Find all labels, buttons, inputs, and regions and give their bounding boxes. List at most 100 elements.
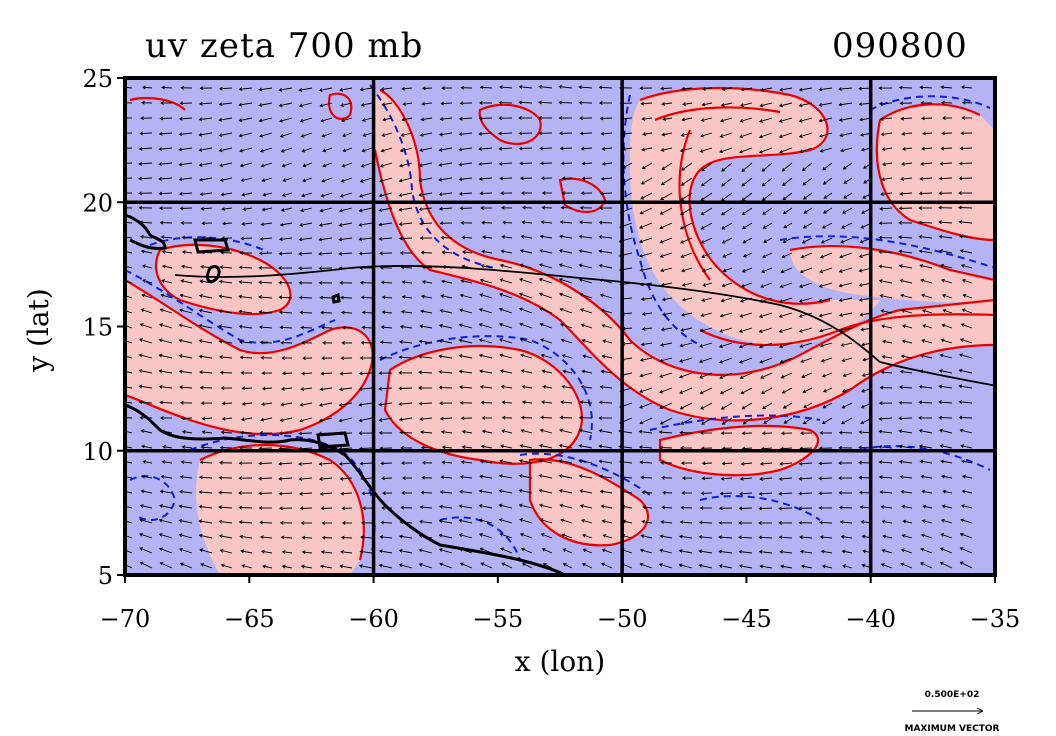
wind-vector-arrow [499, 86, 513, 89]
wind-vector-arrow [321, 372, 333, 375]
wind-vector-arrow [381, 326, 393, 329]
wind-vector-arrow [780, 282, 793, 288]
wind-vector-head [558, 459, 563, 463]
wind-vector-head [718, 344, 723, 349]
wind-vector-arrow [700, 327, 713, 332]
wind-vector-head [741, 211, 746, 216]
wind-vector-head [378, 193, 383, 198]
wind-vector-head [278, 491, 283, 496]
wind-vector-head [699, 149, 704, 153]
wind-vector-head [701, 421, 705, 425]
wind-vector-head [518, 84, 523, 89]
wind-vector-head [478, 147, 482, 151]
wind-vector-head [199, 86, 204, 91]
wind-vector-head [440, 235, 445, 240]
wind-vector-arrow [722, 462, 733, 465]
wind-vector-arrow [539, 308, 553, 314]
wind-vector-arrow [541, 221, 553, 224]
wind-vector-head [400, 505, 405, 510]
wind-vector-head [501, 235, 506, 239]
wind-vector-head [581, 369, 586, 374]
wind-vector-head [902, 519, 907, 524]
wind-vector-head [222, 221, 226, 226]
wind-vector-head [921, 116, 925, 121]
wind-vector-arrow [959, 369, 973, 374]
wind-vector-head [180, 416, 185, 421]
wind-vector-arrow [141, 430, 153, 434]
wind-vector-head [379, 163, 384, 168]
wind-vector-arrow [441, 280, 453, 284]
wind-vector-head [420, 490, 425, 495]
wind-vector-arrow [759, 507, 773, 510]
wind-vector-head [139, 323, 144, 327]
wind-vector-head [959, 561, 964, 565]
wind-vector-head [961, 308, 966, 313]
wind-vector-arrow [900, 177, 913, 180]
wind-vector-arrow [361, 342, 373, 344]
wind-vector-head [679, 430, 684, 435]
wind-vector-head [218, 102, 223, 107]
wind-vector-head [262, 564, 266, 569]
wind-vector-arrow [499, 323, 513, 329]
wind-vector-head [641, 117, 646, 121]
wind-vector-arrow [622, 327, 633, 330]
wind-vector-arrow [141, 250, 153, 254]
wind-vector-head [781, 390, 786, 394]
wind-vector-arrow [579, 86, 593, 89]
coastline-trinidad [316, 431, 350, 449]
wind-vector-head [841, 358, 846, 363]
wind-vector-arrow [960, 533, 973, 539]
wind-vector-head [841, 549, 846, 554]
wind-vector-head [921, 489, 925, 494]
wind-vector-arrow [783, 207, 793, 215]
wind-vector-head [539, 248, 544, 253]
wind-vector-head [858, 86, 862, 91]
wind-vector-arrow [281, 147, 293, 153]
wind-vector-head [179, 562, 184, 567]
wind-vector-head [821, 420, 826, 425]
wind-vector-head [298, 88, 303, 92]
wind-vector-head [282, 178, 287, 182]
wind-vector-head [258, 103, 263, 107]
wind-vector-arrow [422, 102, 433, 105]
wind-vector-arrow [879, 265, 893, 269]
wind-vector-arrow [719, 147, 733, 153]
wind-vector-head [301, 550, 306, 555]
wind-vector-head [598, 234, 603, 239]
wind-vector-head [679, 534, 683, 539]
wind-vector-arrow [562, 385, 573, 389]
wind-vector-head [299, 418, 303, 423]
wind-vector-arrow [480, 460, 493, 464]
wind-vector-head [863, 179, 867, 184]
wind-vector-head [440, 101, 445, 106]
wind-vector-arrow [699, 372, 713, 379]
wind-vector-head [458, 191, 463, 196]
wind-vector-head [178, 132, 183, 137]
wind-vector-head [238, 118, 243, 123]
wind-vector-head [138, 400, 143, 405]
wind-vector-arrow [421, 446, 433, 449]
wind-vector-arrow [921, 475, 933, 479]
wind-vector-head [281, 550, 286, 554]
wind-vector-arrow [642, 520, 653, 524]
wind-vector-arrow [721, 207, 733, 216]
wind-vector-arrow [761, 387, 773, 394]
wind-vector-head [380, 148, 385, 153]
wind-vector-head [680, 328, 685, 332]
wind-vector-head [559, 503, 564, 508]
wind-vector-arrow [539, 504, 553, 509]
wind-vector-head [499, 263, 504, 268]
wind-vector-arrow [842, 387, 853, 393]
wind-vector-arrow [539, 489, 553, 494]
wind-vector-arrow [301, 192, 313, 197]
wind-vector-arrow [958, 207, 973, 209]
wind-vector-arrow [139, 369, 153, 374]
wind-vector-head [758, 314, 763, 318]
wind-vector-head [779, 299, 783, 303]
wind-vector-head [822, 166, 827, 171]
wind-vector-head [581, 562, 586, 567]
wind-vector-head [940, 518, 945, 523]
wind-vector-arrow [641, 147, 653, 151]
wind-vector-head [420, 294, 425, 299]
wind-vector-arrow [822, 402, 833, 409]
